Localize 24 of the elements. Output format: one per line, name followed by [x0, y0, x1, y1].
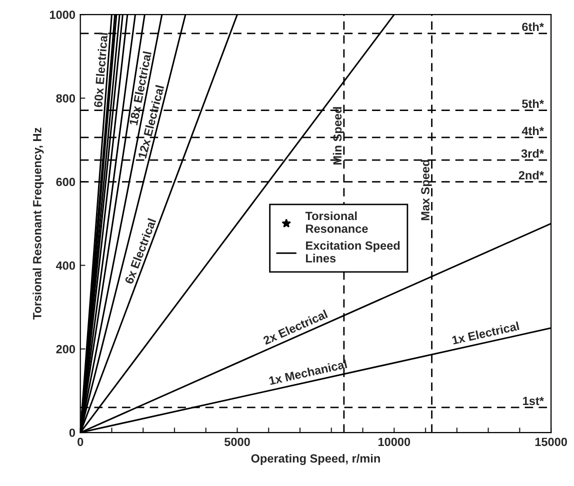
- ref-line-label: 6th*: [522, 22, 544, 32]
- ref-line-label: 5th*: [522, 99, 544, 108]
- legend-label: Excitation Speed Lines: [306, 241, 400, 262]
- ref-line-label: 4th*: [522, 126, 544, 136]
- x-tick-label: 5000: [224, 438, 250, 446]
- ref-line-label: 3rd*: [521, 149, 544, 158]
- y-axis-title: Torsional Resonant Frequency, Hz: [32, 128, 44, 320]
- x-tick-label: 10000: [378, 438, 410, 446]
- ref-line-label: 2nd*: [518, 170, 544, 180]
- y-tick-label: 800: [56, 94, 76, 103]
- x-tick-label: 0: [78, 438, 84, 446]
- x-axis-title: Operating Speed, r/min: [251, 454, 380, 466]
- ref-line-label: Min Speed: [332, 107, 344, 165]
- annotation: 1x Electrical: [452, 321, 520, 345]
- annotation: 60x Electrical: [94, 32, 108, 108]
- y-tick-label: 0: [69, 428, 76, 437]
- annotation: Torsional Resonance: [305, 211, 368, 233]
- ref-line-label: 1st*: [523, 396, 544, 406]
- y-tick-label: 1000: [50, 10, 76, 19]
- x-tick-label: 15000: [535, 438, 567, 446]
- y-tick-label: 600: [56, 178, 76, 186]
- y-tick-label: 200: [56, 344, 76, 354]
- y-tick-label: 400: [56, 261, 76, 270]
- ref-line-label: Max Speed: [420, 160, 432, 220]
